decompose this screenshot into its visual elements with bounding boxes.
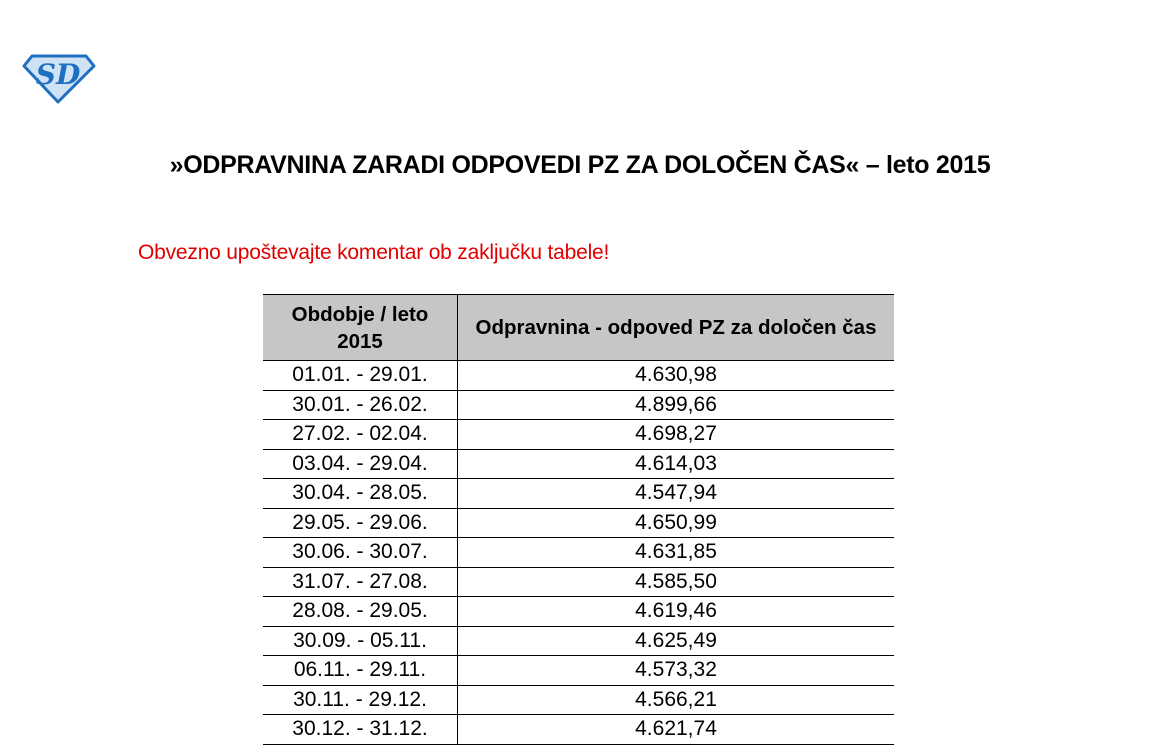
table-row: 27.02. - 02.04. 4.698,27	[263, 419, 894, 450]
period-cell: 01.01. - 29.01.	[263, 360, 458, 391]
amount-cell: 4.621,74	[457, 714, 894, 745]
amount-cell: 4.614,03	[457, 449, 894, 479]
table-row: 29.05. - 29.06. 4.650,99	[263, 508, 894, 538]
amount-cell: 4.631,85	[457, 537, 894, 568]
table-header-row: Obdobje / leto 2015 Odpravnina - odpoved…	[263, 294, 894, 361]
table-row: 03.04. - 29.04. 4.614,03	[263, 449, 894, 479]
warning-note: Obvezno upoštevajte komentar ob zaključk…	[138, 241, 610, 264]
page-title: »ODPRAVNINA ZARADI ODPOVEDI PZ ZA DOLOČE…	[169, 151, 991, 179]
table-row: 30.04. - 28.05. 4.547,94	[263, 478, 894, 509]
period-cell: 06.11. - 29.11.	[263, 655, 458, 686]
period-cell: 30.12. - 31.12.	[263, 714, 458, 745]
svg-text:SD: SD	[36, 58, 81, 91]
table-row: 01.01. - 29.01. 4.630,98	[263, 360, 894, 391]
table-row: 30.12. - 31.12. 4.621,74	[263, 714, 894, 745]
amount-cell: 4.625,49	[457, 626, 894, 656]
table-row: 06.11. - 29.11. 4.573,32	[263, 655, 894, 686]
period-cell: 30.09. - 05.11.	[263, 626, 458, 656]
period-cell: 29.05. - 29.06.	[263, 508, 458, 538]
amount-cell: 4.698,27	[457, 419, 894, 450]
period-cell: 30.11. - 29.12.	[263, 685, 458, 715]
period-cell: 30.04. - 28.05.	[263, 478, 458, 509]
severance-table: Obdobje / leto 2015 Odpravnina - odpoved…	[263, 294, 894, 745]
amount-cell: 4.650,99	[457, 508, 894, 538]
period-cell: 03.04. - 29.04.	[263, 449, 458, 479]
period-cell: 30.01. - 26.02.	[263, 390, 458, 420]
period-cell: 27.02. - 02.04.	[263, 419, 458, 450]
period-cell: 31.07. - 27.08.	[263, 567, 458, 597]
amount-cell: 4.566,21	[457, 685, 894, 715]
amount-cell: 4.619,46	[457, 596, 894, 627]
table-row: 30.09. - 05.11. 4.625,49	[263, 626, 894, 656]
amount-cell: 4.547,94	[457, 478, 894, 509]
period-cell: 28.08. - 29.05.	[263, 596, 458, 627]
period-cell: 30.06. - 30.07.	[263, 537, 458, 568]
amount-cell: 4.573,32	[457, 655, 894, 686]
table-row: 30.01. - 26.02. 4.899,66	[263, 390, 894, 420]
table-row: 30.06. - 30.07. 4.631,85	[263, 537, 894, 568]
header-period: Obdobje / leto 2015	[263, 294, 458, 361]
table-row: 28.08. - 29.05. 4.619,46	[263, 596, 894, 627]
sd-logo-icon: SD	[22, 54, 96, 104]
amount-cell: 4.630,98	[457, 360, 894, 391]
amount-cell: 4.585,50	[457, 567, 894, 597]
table-row: 31.07. - 27.08. 4.585,50	[263, 567, 894, 597]
header-severance: Odpravnina - odpoved PZ za določen čas	[457, 294, 894, 361]
table-row: 30.11. - 29.12. 4.566,21	[263, 685, 894, 715]
amount-cell: 4.899,66	[457, 390, 894, 420]
